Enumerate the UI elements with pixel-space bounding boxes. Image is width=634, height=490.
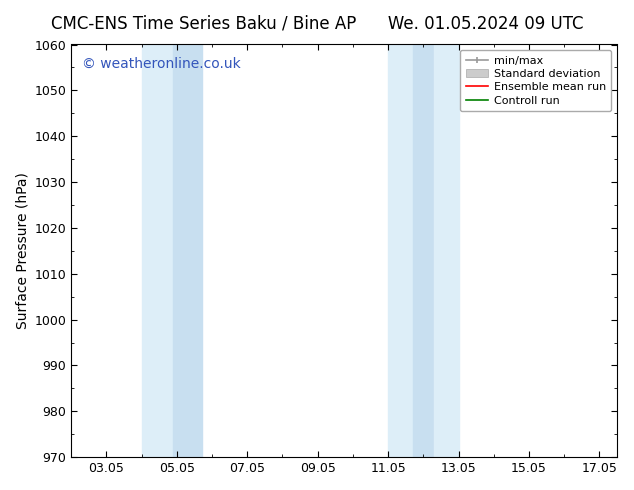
Bar bbox=[173, 45, 202, 457]
Bar bbox=[434, 45, 458, 457]
Bar bbox=[388, 45, 413, 457]
Bar bbox=[141, 45, 173, 457]
Text: © weatheronline.co.uk: © weatheronline.co.uk bbox=[82, 57, 241, 71]
Y-axis label: Surface Pressure (hPa): Surface Pressure (hPa) bbox=[15, 172, 29, 329]
Bar bbox=[413, 45, 434, 457]
Text: CMC-ENS Time Series Baku / Bine AP      We. 01.05.2024 09 UTC: CMC-ENS Time Series Baku / Bine AP We. 0… bbox=[51, 15, 583, 33]
Legend: min/max, Standard deviation, Ensemble mean run, Controll run: min/max, Standard deviation, Ensemble me… bbox=[460, 50, 611, 111]
